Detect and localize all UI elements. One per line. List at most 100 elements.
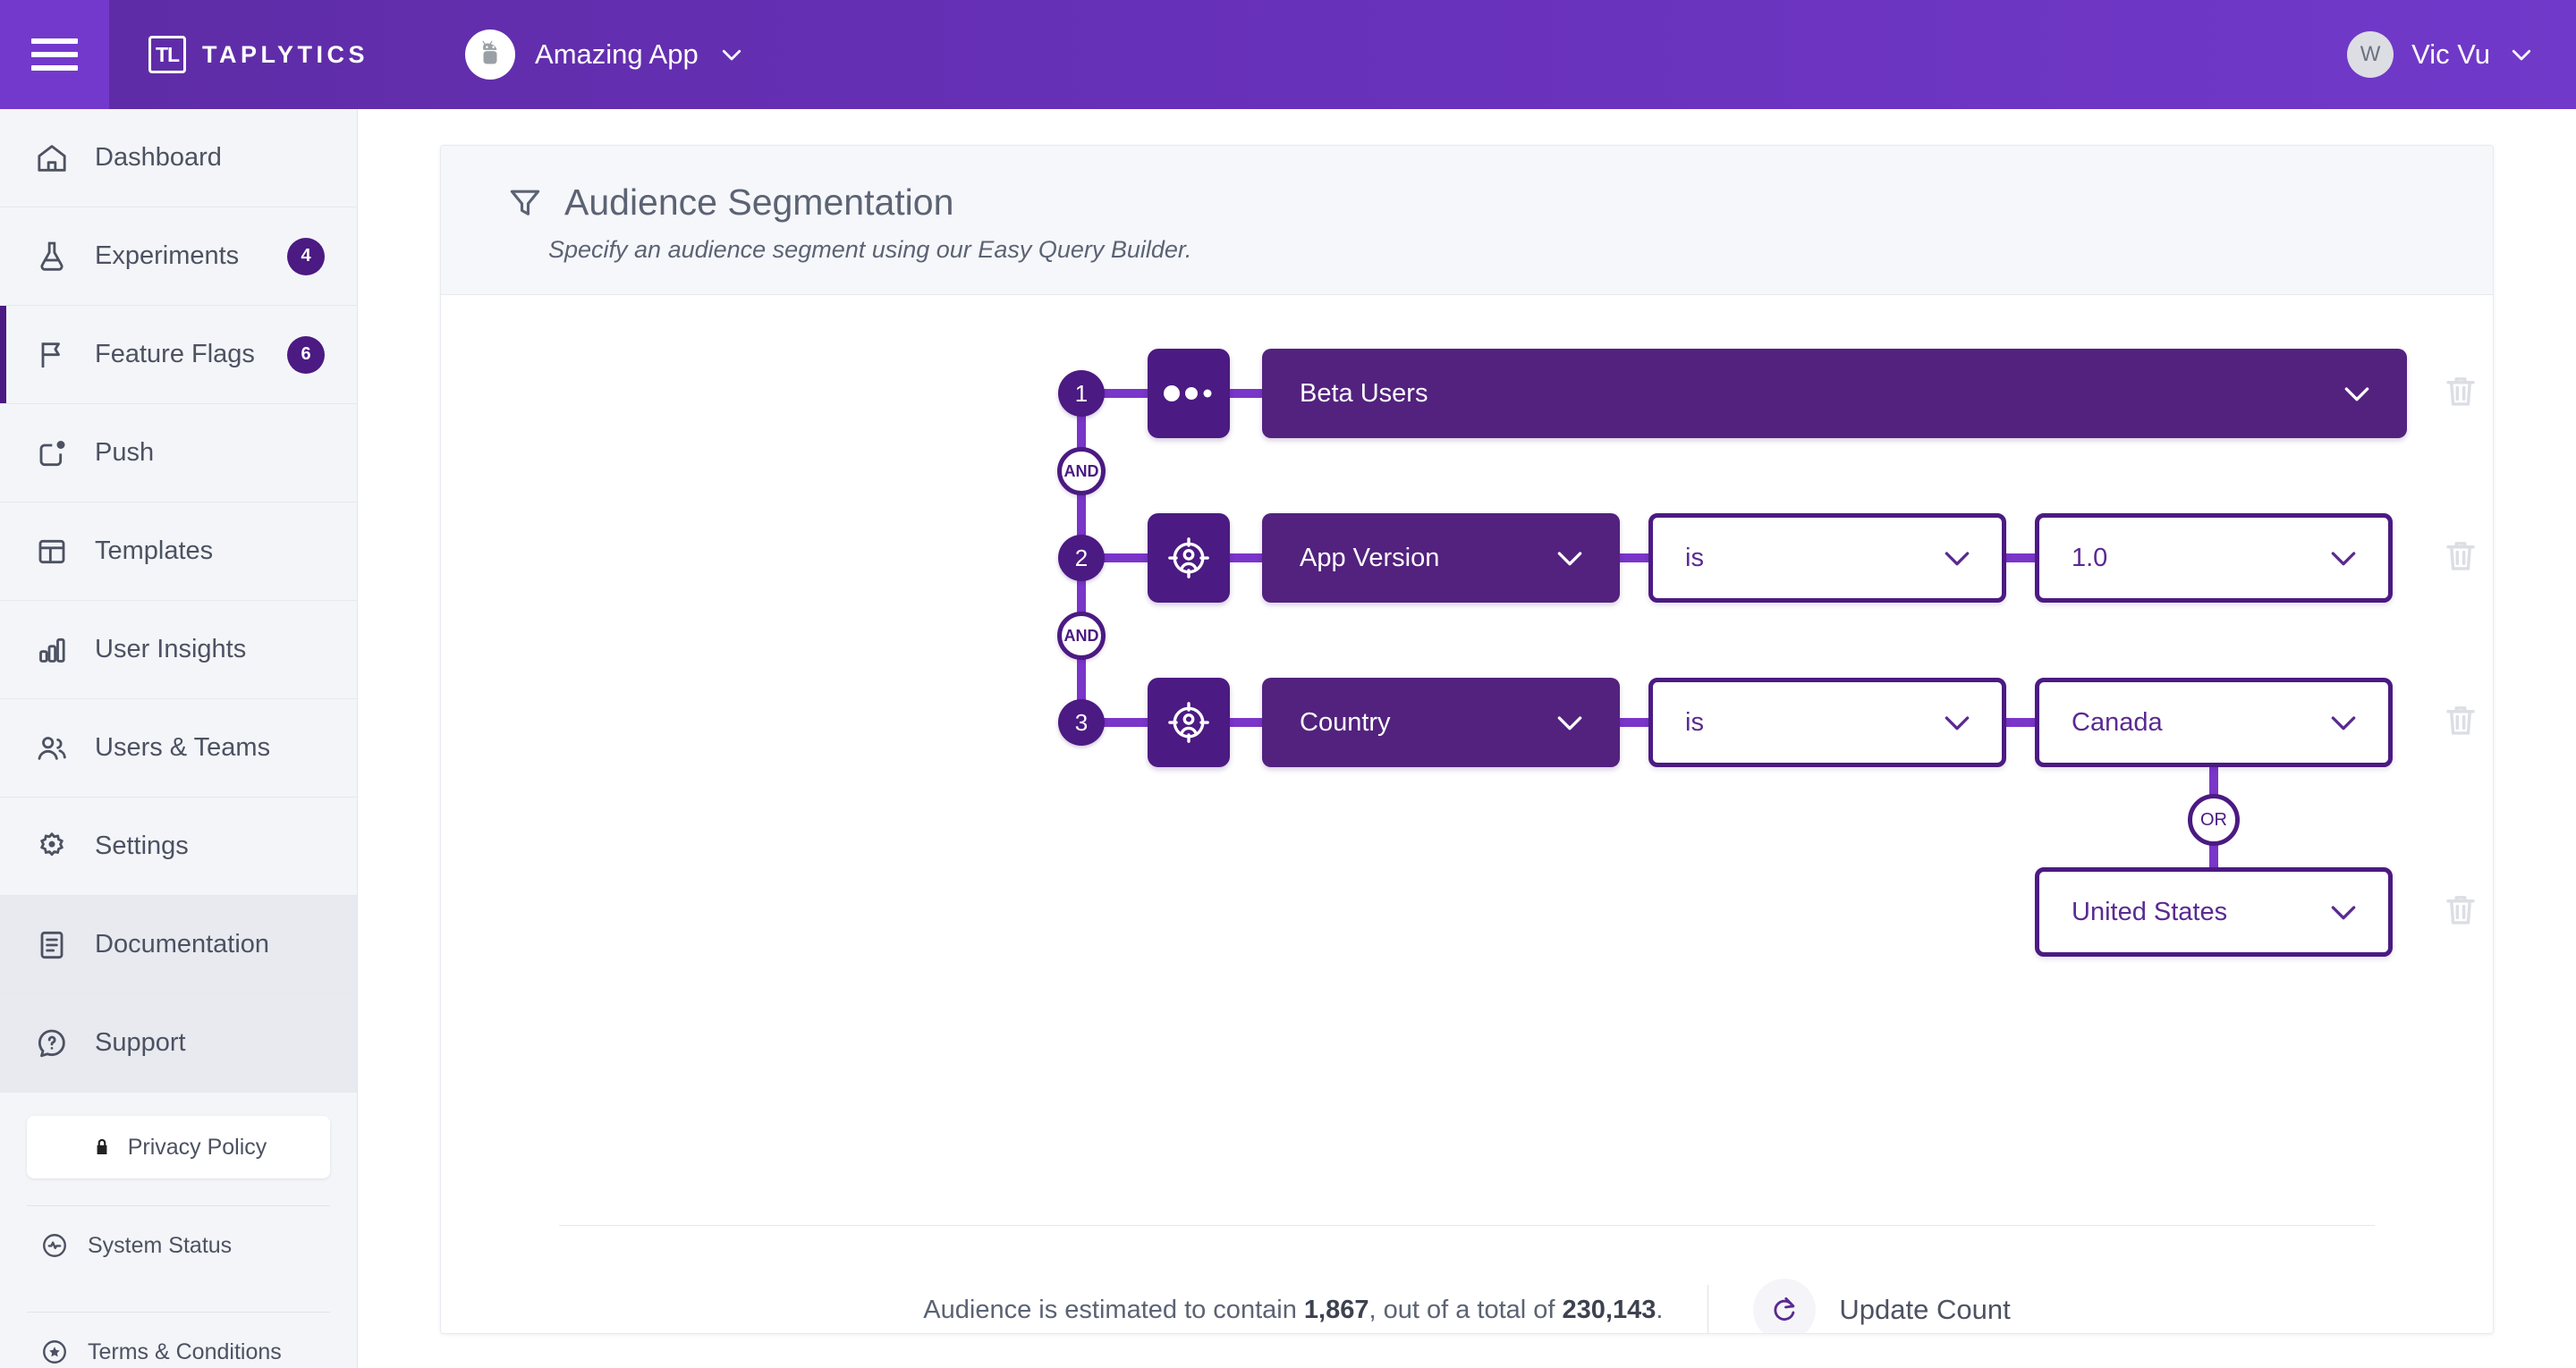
- operator-select[interactable]: is: [1648, 678, 2006, 767]
- value-text: United States: [2072, 897, 2228, 926]
- audience-estimate-text: Audience is estimated to contain 1,867, …: [923, 1296, 1663, 1325]
- audience-summary: Audience is estimated to contain 1,867, …: [441, 1279, 2493, 1333]
- sidebar-item-support[interactable]: Support: [0, 994, 357, 1093]
- sidebar-item-users-teams[interactable]: Users & Teams: [0, 699, 357, 798]
- sidebar-item-user-insights[interactable]: User Insights: [0, 601, 357, 699]
- sidebar-item-label: Users & Teams: [95, 733, 271, 762]
- connector-line: [1997, 553, 2040, 562]
- or-connector-badge[interactable]: OR: [2188, 794, 2240, 846]
- footer-link-label: Terms & Conditions: [88, 1338, 282, 1364]
- connector-line: [1611, 553, 1654, 562]
- funnel-icon: [510, 190, 540, 215]
- value-select[interactable]: Canada: [2035, 678, 2393, 767]
- gear-icon: [32, 827, 72, 866]
- sidebar-item-settings[interactable]: Settings: [0, 798, 357, 896]
- target-person-icon: [1168, 537, 1209, 578]
- user-menu[interactable]: W Vic Vu: [2347, 31, 2576, 78]
- operator-select[interactable]: is: [1648, 513, 2006, 603]
- audience-segmentation-card: Audience Segmentation Specify an audienc…: [440, 145, 2494, 1334]
- app-switcher[interactable]: Amazing App: [369, 30, 745, 80]
- footer-link-system-status[interactable]: System Status: [27, 1206, 330, 1285]
- target-person-icon: [1168, 702, 1209, 743]
- attribute-field-select[interactable]: App Version: [1262, 513, 1620, 603]
- footer-link-label: System Status: [88, 1232, 233, 1258]
- update-count-button[interactable]: Update Count: [1753, 1279, 2011, 1333]
- connector-line: [1077, 656, 1086, 701]
- connector-line: [1224, 553, 1267, 562]
- summary-middle: , out of a total of: [1368, 1295, 1563, 1324]
- attribute-field-select[interactable]: Country: [1262, 678, 1620, 767]
- trash-icon[interactable]: [2441, 887, 2480, 933]
- pulse-circle-icon: [43, 1234, 66, 1257]
- row-index-badge: 2: [1058, 535, 1105, 581]
- footer-link-terms[interactable]: Terms & Conditions: [27, 1313, 330, 1368]
- connector-line: [1224, 389, 1267, 398]
- privacy-policy-button[interactable]: Privacy Policy: [27, 1116, 330, 1178]
- connector-line: [1077, 492, 1086, 536]
- chevron-down-icon: [2331, 716, 2356, 730]
- value-select[interactable]: 1.0: [2035, 513, 2393, 603]
- segment-field-select[interactable]: Beta Users: [1262, 349, 2407, 438]
- android-robot-icon: [465, 30, 516, 80]
- card-title-row: Audience Segmentation: [505, 182, 2493, 224]
- trash-icon[interactable]: [2441, 533, 2480, 579]
- connector-line: [1101, 718, 1153, 727]
- sidebar-item-documentation[interactable]: Documentation: [0, 896, 357, 994]
- three-dots-icon: [1164, 385, 1212, 401]
- connector-line: [1224, 718, 1267, 727]
- sidebar-item-templates[interactable]: Templates: [0, 502, 357, 601]
- sidebar-item-experiments[interactable]: Experiments 4: [0, 207, 357, 306]
- trash-icon[interactable]: [2441, 697, 2480, 744]
- extra-value-select[interactable]: United States: [2035, 867, 2393, 957]
- chevron-down-icon: [1945, 552, 1970, 566]
- chevron-down-icon: [1945, 716, 1970, 730]
- sidebar-navigation: Dashboard Experiments 4 Feature Flags 6 …: [0, 109, 358, 1368]
- connector-line: [1611, 718, 1654, 727]
- and-connector-badge[interactable]: AND: [1057, 447, 1106, 495]
- row-index-badge: 3: [1058, 699, 1105, 746]
- sidebar-item-label: Support: [95, 1028, 186, 1057]
- sidebar-item-label: User Insights: [95, 635, 247, 663]
- summary-divider: [1707, 1285, 1709, 1333]
- taplytics-mark-icon: TL: [148, 36, 186, 73]
- user-name-label: Vic Vu: [2411, 38, 2490, 70]
- bar-chart-icon: [32, 630, 72, 670]
- sidebar-item-feature-flags[interactable]: Feature Flags 6: [0, 306, 357, 404]
- layout-icon: [32, 532, 72, 571]
- page-title: Audience Segmentation: [564, 182, 954, 223]
- trash-icon[interactable]: [2441, 368, 2480, 415]
- brand-name: TAPLYTICS: [202, 40, 369, 68]
- hamburger-icon: [31, 38, 78, 71]
- top-navigation-bar: TL TAPLYTICS Amazing App W Vic Vu: [0, 0, 2576, 109]
- page-subtitle: Specify an audience segment using our Ea…: [548, 236, 1192, 263]
- footer-divider: [27, 1312, 330, 1313]
- brand-logo[interactable]: TL TAPLYTICS: [109, 36, 369, 73]
- chevron-down-icon: [2331, 906, 2356, 920]
- connector-line: [1101, 389, 1153, 398]
- and-connector-badge[interactable]: AND: [1057, 612, 1106, 660]
- section-divider: [559, 1225, 2375, 1226]
- status-badge: 6: [287, 335, 325, 374]
- sidebar-item-dashboard[interactable]: Dashboard: [0, 109, 357, 207]
- summary-prefix: Audience is estimated to contain: [923, 1295, 1304, 1324]
- chevron-down-icon: [722, 49, 741, 61]
- help-chat-icon: [32, 1024, 72, 1063]
- flag-icon: [32, 335, 72, 375]
- privacy-policy-label: Privacy Policy: [127, 1134, 267, 1160]
- document-icon: [32, 925, 72, 965]
- attribute-field-value: Country: [1300, 707, 1391, 737]
- sidebar-item-label: Experiments: [95, 241, 240, 270]
- flask-icon: [32, 237, 72, 276]
- menu-toggle-button[interactable]: [0, 0, 109, 109]
- sidebar-footer: Privacy Policy System Status Terms & Con…: [0, 1093, 357, 1368]
- segment-type-button[interactable]: [1148, 349, 1230, 438]
- operator-value: is: [1685, 707, 1704, 737]
- segment-type-button[interactable]: [1148, 678, 1230, 767]
- refresh-icon: [1753, 1279, 1817, 1333]
- sidebar-item-push[interactable]: Push: [0, 404, 357, 502]
- summary-suffix: .: [1656, 1295, 1664, 1324]
- query-row: 1 Beta Users OR AND AND: [441, 349, 2493, 536]
- push-icon: [32, 434, 72, 473]
- estimated-count: 1,867: [1303, 1295, 1369, 1324]
- segment-type-button[interactable]: [1148, 513, 1230, 603]
